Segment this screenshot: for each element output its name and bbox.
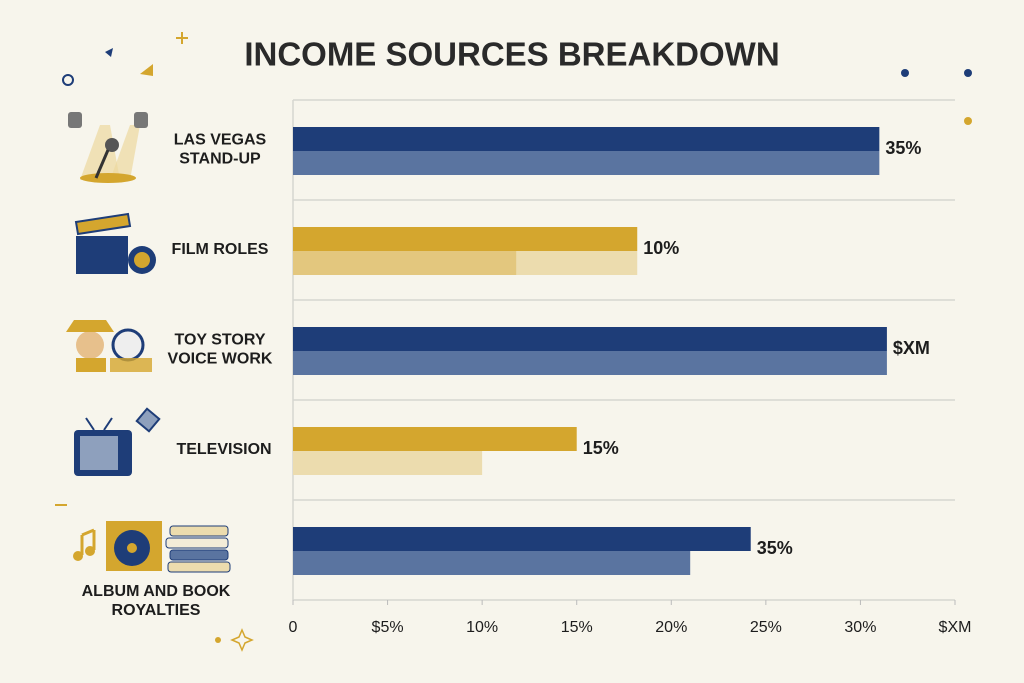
x-tick-label: 30% <box>844 619 876 636</box>
row-separators <box>292 99 955 601</box>
bar <box>293 227 638 251</box>
category-label: VOICE WORK <box>168 351 273 368</box>
chart-title: INCOME SOURCES BREAKDOWN <box>244 36 779 73</box>
x-tick-label: 15% <box>561 619 593 636</box>
bar-label: $XM <box>893 338 930 358</box>
category-label: TELEVISION <box>176 441 271 458</box>
bar-label: 35% <box>885 138 921 158</box>
decorations <box>55 32 972 652</box>
x-tick-label: 25% <box>750 619 782 636</box>
bar <box>293 127 880 151</box>
bar-label: 10% <box>643 238 679 258</box>
bar <box>293 327 887 351</box>
x-tick-label: 0 <box>289 619 298 636</box>
category-label: TOY STORY <box>175 332 266 349</box>
bar-label: 15% <box>583 438 619 458</box>
category-label: FILM ROLES <box>172 241 269 258</box>
category-label: ALBUM AND BOOK <box>82 583 231 600</box>
x-tick-label: 20% <box>655 619 687 636</box>
x-tick-label: $XM <box>939 619 972 636</box>
bar <box>293 351 887 375</box>
x-tick-label: 10% <box>466 619 498 636</box>
icons <box>66 112 231 573</box>
category-label: STAND-UP <box>179 151 261 168</box>
x-tick-label: $5% <box>372 619 404 636</box>
bar <box>293 551 691 575</box>
bar <box>293 251 517 275</box>
bar <box>293 451 483 475</box>
bar-label: 35% <box>757 538 793 558</box>
bar <box>293 527 751 551</box>
bar <box>293 151 880 175</box>
category-label: ROYALTIES <box>112 602 201 619</box>
category-label: LAS VEGAS <box>174 132 267 149</box>
bar <box>293 427 577 451</box>
